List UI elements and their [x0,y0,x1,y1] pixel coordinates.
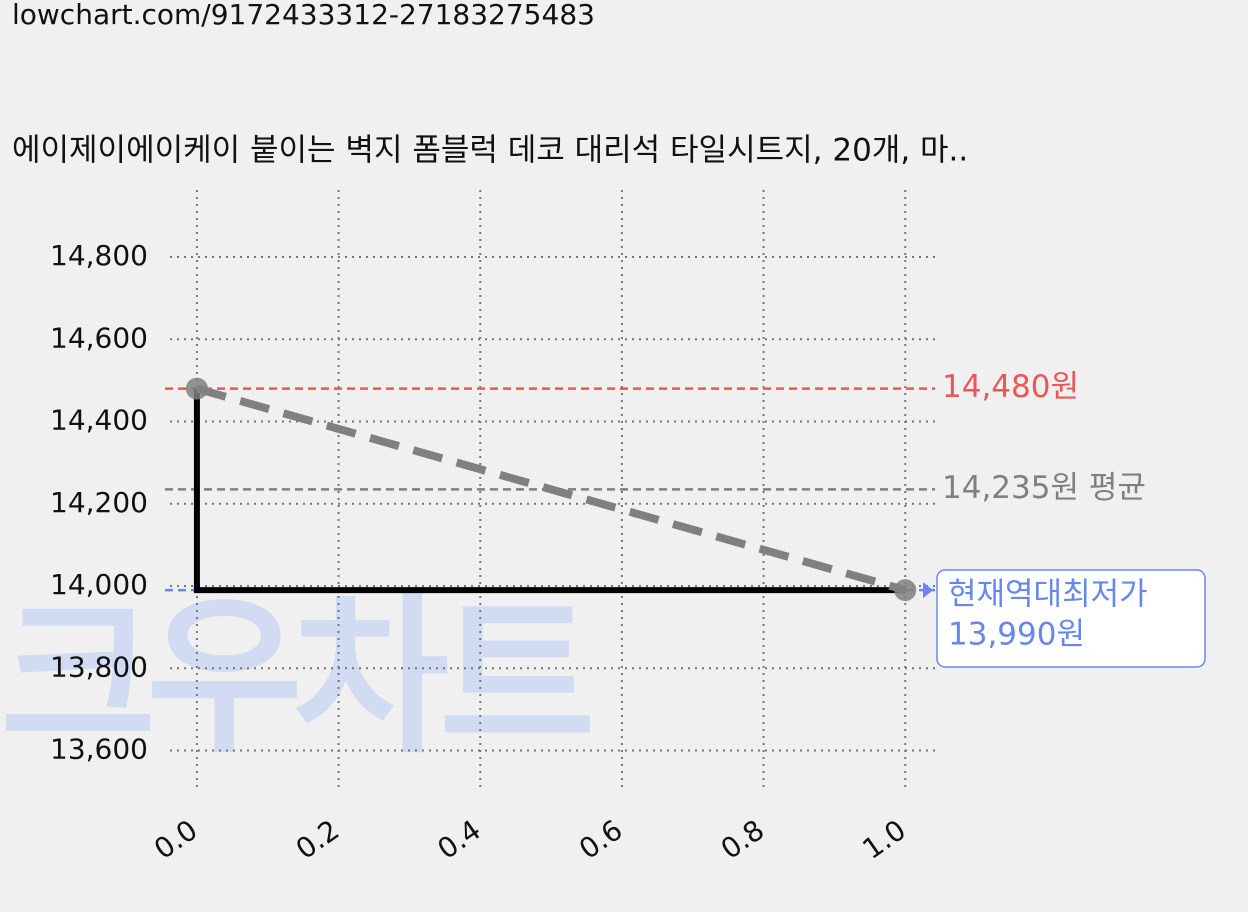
x-tick-label: 1.0 [856,813,911,866]
point [894,579,917,602]
x-tick-label: 0.0 [148,813,203,866]
chart-title: 에이제이에이케이 붙이는 벽지 폼블럭 데코 대리석 타일시트지, 20개, 마… [12,133,968,169]
reference-label: 14,480원 [942,369,1079,405]
y-tick-label: 14,800 [50,239,148,272]
price-line [193,388,906,594]
x-tick-label: 0.2 [290,813,345,866]
y-tick-label: 13,800 [50,650,148,683]
y-tick-label: 13,600 [50,733,148,766]
y-tick-label: 14,400 [50,404,148,437]
arrow-head [923,582,933,599]
box-label: 13,990원 [948,617,1085,653]
watermark: 크우차트 [0,579,590,777]
trend-line [195,384,907,594]
y-tick-label: 14,200 [50,486,148,519]
x-tick-label: 0.8 [715,813,770,866]
reference-label: 14,235원 평균 [942,470,1146,506]
y-tick-label: 14,600 [50,321,148,354]
x-tick-label: 0.6 [573,813,628,866]
url: lowchart.com/9172433312-27183275483 [12,0,595,31]
y-tick-label: 14,000 [50,568,148,601]
box-title: 현재역대최저가 [948,577,1148,613]
price-box [936,569,1206,668]
x-tick-label: 0.4 [431,813,486,866]
point [185,377,208,400]
